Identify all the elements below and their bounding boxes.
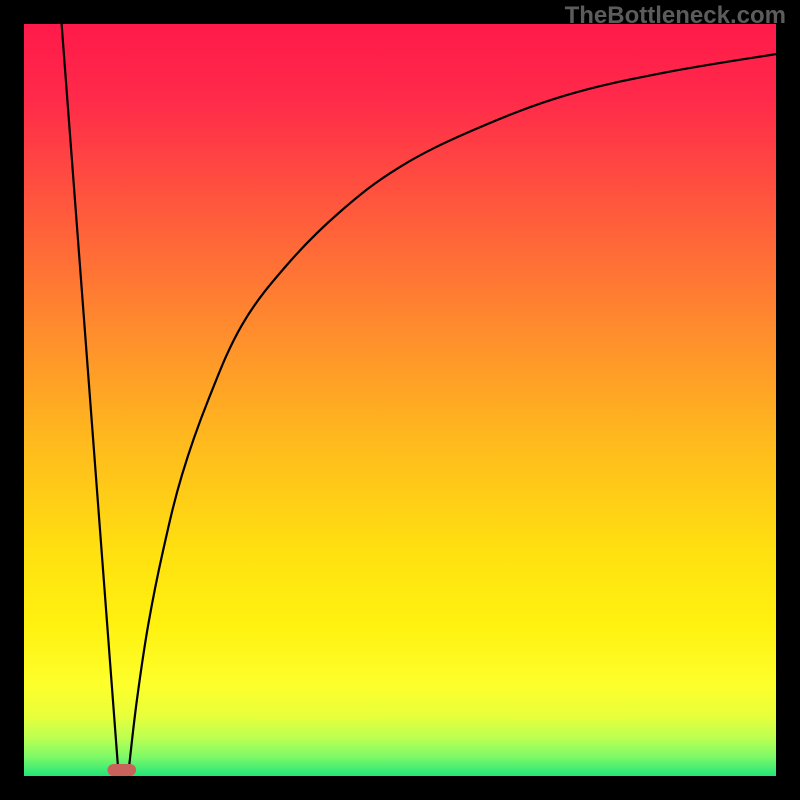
chart-container: TheBottleneck.com: [0, 0, 800, 800]
minimum-marker: [107, 764, 136, 776]
watermark-text: TheBottleneck.com: [565, 2, 786, 30]
plot-area: [24, 24, 776, 776]
plot-svg: [24, 24, 776, 776]
gradient-background: [24, 24, 776, 776]
